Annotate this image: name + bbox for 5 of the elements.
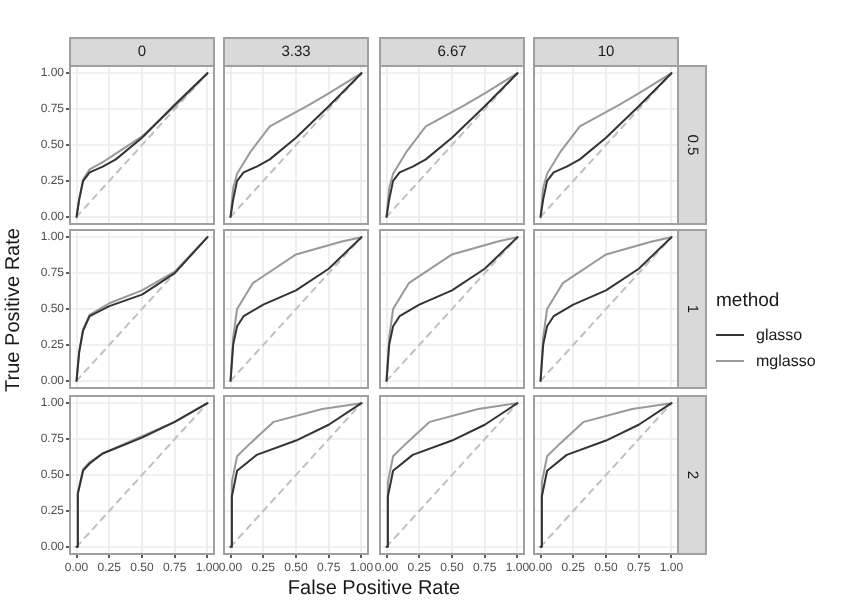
legend-title: method xyxy=(716,290,782,312)
x-axis-title: False Positive Rate xyxy=(287,578,461,600)
legend-label: mglasso xyxy=(756,352,816,370)
y-axis-title: True Positive Rate xyxy=(3,228,25,392)
legend-label: glasso xyxy=(756,326,803,344)
